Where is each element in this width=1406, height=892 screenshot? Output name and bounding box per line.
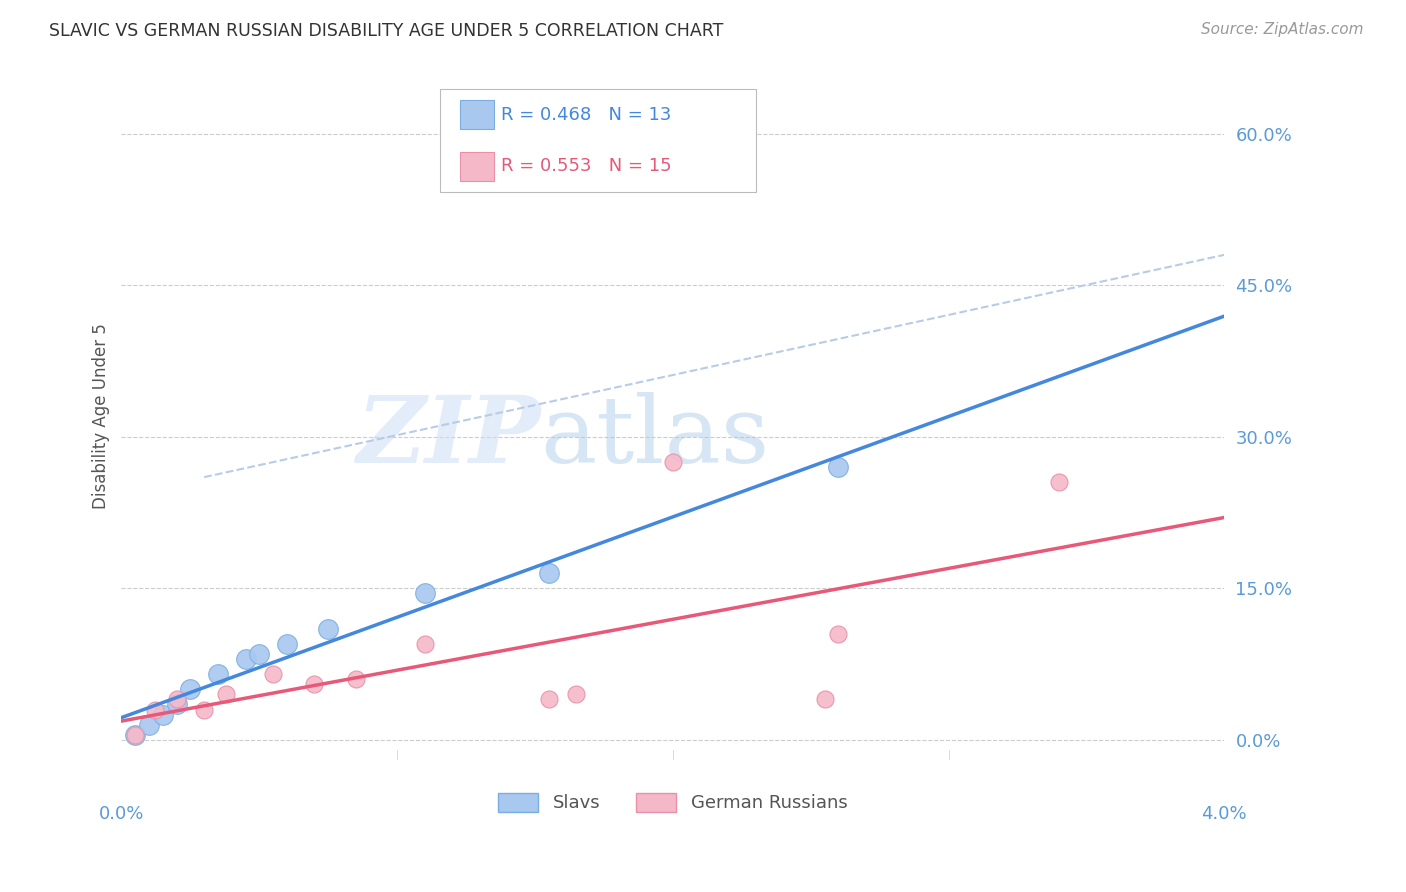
Point bbox=[304, 677, 326, 691]
Point bbox=[565, 687, 588, 701]
Point bbox=[827, 626, 849, 640]
Point bbox=[344, 672, 367, 686]
Point bbox=[124, 728, 146, 742]
Point bbox=[138, 717, 160, 731]
Text: SLAVIC VS GERMAN RUSSIAN DISABILITY AGE UNDER 5 CORRELATION CHART: SLAVIC VS GERMAN RUSSIAN DISABILITY AGE … bbox=[49, 22, 724, 40]
Point bbox=[193, 702, 215, 716]
Text: atlas: atlas bbox=[540, 392, 770, 482]
Point bbox=[662, 455, 685, 469]
Text: Source: ZipAtlas.com: Source: ZipAtlas.com bbox=[1201, 22, 1364, 37]
Point bbox=[207, 667, 229, 681]
Point bbox=[813, 692, 835, 706]
Point bbox=[276, 637, 298, 651]
Text: 0.0%: 0.0% bbox=[98, 805, 145, 823]
Point bbox=[1047, 475, 1070, 490]
Point bbox=[166, 698, 188, 712]
Point bbox=[143, 702, 166, 716]
Point bbox=[179, 682, 201, 697]
Point bbox=[413, 637, 436, 651]
Text: 4.0%: 4.0% bbox=[1202, 805, 1247, 823]
Point bbox=[537, 566, 560, 581]
Point bbox=[262, 667, 284, 681]
Text: R = 0.553   N = 15: R = 0.553 N = 15 bbox=[501, 157, 671, 175]
Point bbox=[152, 707, 174, 722]
Point bbox=[316, 622, 339, 636]
Text: ZIP: ZIP bbox=[356, 392, 540, 482]
Point bbox=[827, 460, 849, 475]
Text: R = 0.468   N = 13: R = 0.468 N = 13 bbox=[501, 106, 671, 124]
Point bbox=[413, 586, 436, 600]
Point bbox=[215, 687, 238, 701]
Point bbox=[235, 652, 257, 666]
Y-axis label: Disability Age Under 5: Disability Age Under 5 bbox=[93, 324, 110, 509]
Point bbox=[124, 728, 146, 742]
Legend: Slavs, German Russians: Slavs, German Russians bbox=[491, 785, 855, 820]
Point bbox=[537, 692, 560, 706]
Point bbox=[247, 647, 270, 661]
Point bbox=[166, 692, 188, 706]
